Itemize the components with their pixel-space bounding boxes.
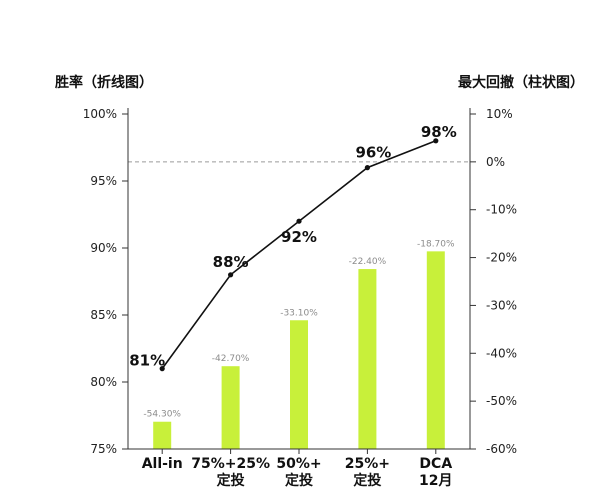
x-tick-label: 25%+定投 [345, 456, 390, 489]
right-axis-tick-label: -20% [486, 251, 517, 265]
bar-value-label: -18.70% [417, 239, 455, 249]
drawdown-bar [221, 366, 240, 449]
drawdown-bar [290, 320, 308, 449]
bar-value-label: -54.30% [143, 410, 181, 420]
bar-value-label: -22.40% [349, 257, 387, 267]
x-tick-label-line: 定投 [217, 472, 245, 489]
bar-data-labels: -54.30% -42.70% -33.10% -22.40% -18.70% [143, 239, 455, 419]
x-tick-label-line: 定投 [353, 472, 381, 489]
win-rate-value-label: 92% [281, 228, 317, 246]
left-axis-tick-label: 80% [90, 375, 117, 389]
win-rate-point [159, 366, 165, 372]
left-axis-title: 胜率（折线图） [55, 74, 153, 91]
x-tick-label-line: 75%+25% [191, 456, 270, 472]
win-rate-point [296, 218, 302, 224]
bar-value-label: -42.70% [212, 354, 250, 364]
x-tick-label-line: 25%+ [345, 456, 390, 472]
bar-value-label: -33.10% [280, 308, 318, 318]
left-axis-tick-label: 75% [90, 442, 117, 456]
x-tick-label: 50%+定投 [276, 456, 321, 489]
win-rate-value-label: 96% [355, 144, 391, 162]
win-rate-point [228, 272, 234, 278]
drawdown-bar [358, 269, 377, 449]
win-rate-value-label: 98% [421, 123, 457, 141]
right-axis-tick-label: -10% [486, 203, 517, 217]
right-axis-tick-label: -50% [486, 394, 517, 408]
right-axis-tick-label: 0% [486, 155, 505, 169]
win-rate-value-label: 81% [129, 352, 165, 370]
right-axis-tick-label: -40% [486, 346, 517, 360]
right-axis-tick-label: -60% [486, 442, 517, 456]
right-axis-tick-label: 10% [486, 107, 513, 121]
bar-series [153, 251, 445, 449]
left-axis-tick-label: 85% [90, 308, 117, 322]
x-tick-label-line: All-in [142, 456, 183, 472]
x-axis-ticks [161, 449, 437, 454]
x-tick-label-line: DCA [419, 456, 452, 472]
x-tick-label: All-in [142, 456, 183, 472]
drawdown-bar [426, 251, 445, 449]
x-tick-label-line: 50%+ [276, 456, 321, 472]
x-tick-label-line: 定投 [285, 472, 313, 489]
left-axis-tick-label: 90% [90, 241, 117, 255]
right-axis-ticks: 10% 0% -10% -20% -30% -40% -50% -60% [470, 107, 517, 456]
x-tick-label: 75%+25%定投 [191, 456, 270, 489]
right-axis-tick-label: -30% [486, 298, 517, 312]
x-tick-label: DCA 12月 [419, 456, 452, 489]
right-axis-title: 最大回撤（柱状图） [458, 74, 584, 91]
win-rate-point [364, 165, 370, 171]
line-data-labels: 81% 88% 92% 96% 98% [129, 123, 457, 370]
line-series [159, 138, 439, 372]
left-axis-ticks: 100% 95% 90% 85% 80% 75% [83, 107, 128, 456]
win-rate-value-label: 88% [213, 253, 249, 271]
left-axis-tick-label: 95% [90, 174, 117, 188]
win-rate-point [433, 138, 439, 144]
x-tick-label-line: 12月 [419, 473, 452, 489]
drawdown-bar [153, 421, 172, 449]
left-axis-tick-label: 100% [83, 107, 117, 121]
